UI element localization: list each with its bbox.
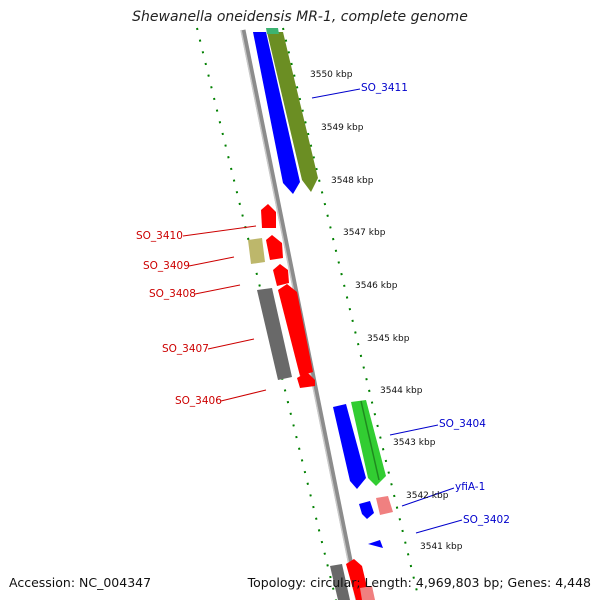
gene-label-so3404[interactable]: SO_3404 (439, 418, 486, 430)
gene-label-so3407[interactable]: SO_3407 (162, 343, 209, 355)
gene-so3407-grey-feature[interactable] (257, 288, 292, 380)
gene-so3409b-feature[interactable] (266, 235, 283, 260)
gene-label-yfia1[interactable]: yfiA-1 (455, 481, 485, 493)
scale-label: 3544 kbp (380, 386, 423, 396)
scale-label: 3542 kbp (406, 491, 449, 501)
scale-label: 3549 kbp (321, 123, 364, 133)
gene-so3404-feature[interactable] (351, 400, 386, 486)
gene-bottom-grey-feature[interactable] (330, 564, 350, 600)
label-line-so3406 (220, 389, 267, 402)
gene-so3406-feature[interactable] (297, 372, 315, 388)
scale-label: 3548 kbp (331, 176, 374, 186)
label-line-so3404 (389, 424, 439, 436)
topology-text: Topology: circular; Length: 4,969,803 bp… (247, 575, 591, 590)
gene-so3404-blue-feature[interactable] (333, 404, 366, 489)
gene-so3402-feature[interactable] (368, 540, 383, 548)
scale-label: 3543 kbp (393, 438, 436, 448)
genome-title: Shewanella oneidensis MR-1, complete gen… (132, 9, 468, 25)
gene-yfia1-blue-feature[interactable] (359, 501, 374, 519)
label-line-so3411 (311, 88, 361, 99)
gene-label-so3402[interactable]: SO_3402 (463, 514, 510, 526)
gene-label-so3406[interactable]: SO_3406 (175, 395, 222, 407)
scale-label: 3546 kbp (355, 281, 398, 291)
gene-bottom-pink-feature[interactable] (360, 586, 375, 600)
label-line-so3409 (188, 256, 235, 267)
gene-so3411-feature[interactable] (253, 32, 300, 194)
gene-label-so3410[interactable]: SO_3410 (136, 230, 183, 242)
gene-label-so3411[interactable]: SO_3411 (361, 82, 408, 94)
label-line-so3407 (207, 338, 255, 350)
gene-so3409-feature[interactable] (248, 238, 265, 264)
gene-so3410-feature[interactable] (261, 204, 276, 228)
gene-so3404-feature-stripe (360, 400, 380, 481)
gene-label-so3409[interactable]: SO_3409 (143, 260, 190, 272)
label-line-so3410 (182, 225, 257, 237)
gene-label-so3408[interactable]: SO_3408 (149, 288, 196, 300)
gene-so3408-feature[interactable] (273, 264, 289, 286)
gene-yfia1-feature[interactable] (376, 496, 393, 515)
scale-label: 3547 kbp (343, 228, 386, 238)
label-line-yfia1 (401, 487, 455, 507)
label-line-so3408 (194, 284, 241, 295)
gene-olive-feature[interactable] (267, 32, 318, 192)
scale-label: 3541 kbp (420, 542, 463, 552)
label-line-so3402 (415, 519, 463, 534)
scale-line-right (282, 27, 420, 600)
accession-text: Accession: NC_004347 (9, 575, 152, 590)
scale-label: 3550 kbp (310, 70, 353, 80)
scale-label: 3545 kbp (367, 334, 410, 344)
gene-top-green-feature[interactable] (266, 28, 279, 34)
gene-so3407-feature[interactable] (278, 284, 313, 376)
